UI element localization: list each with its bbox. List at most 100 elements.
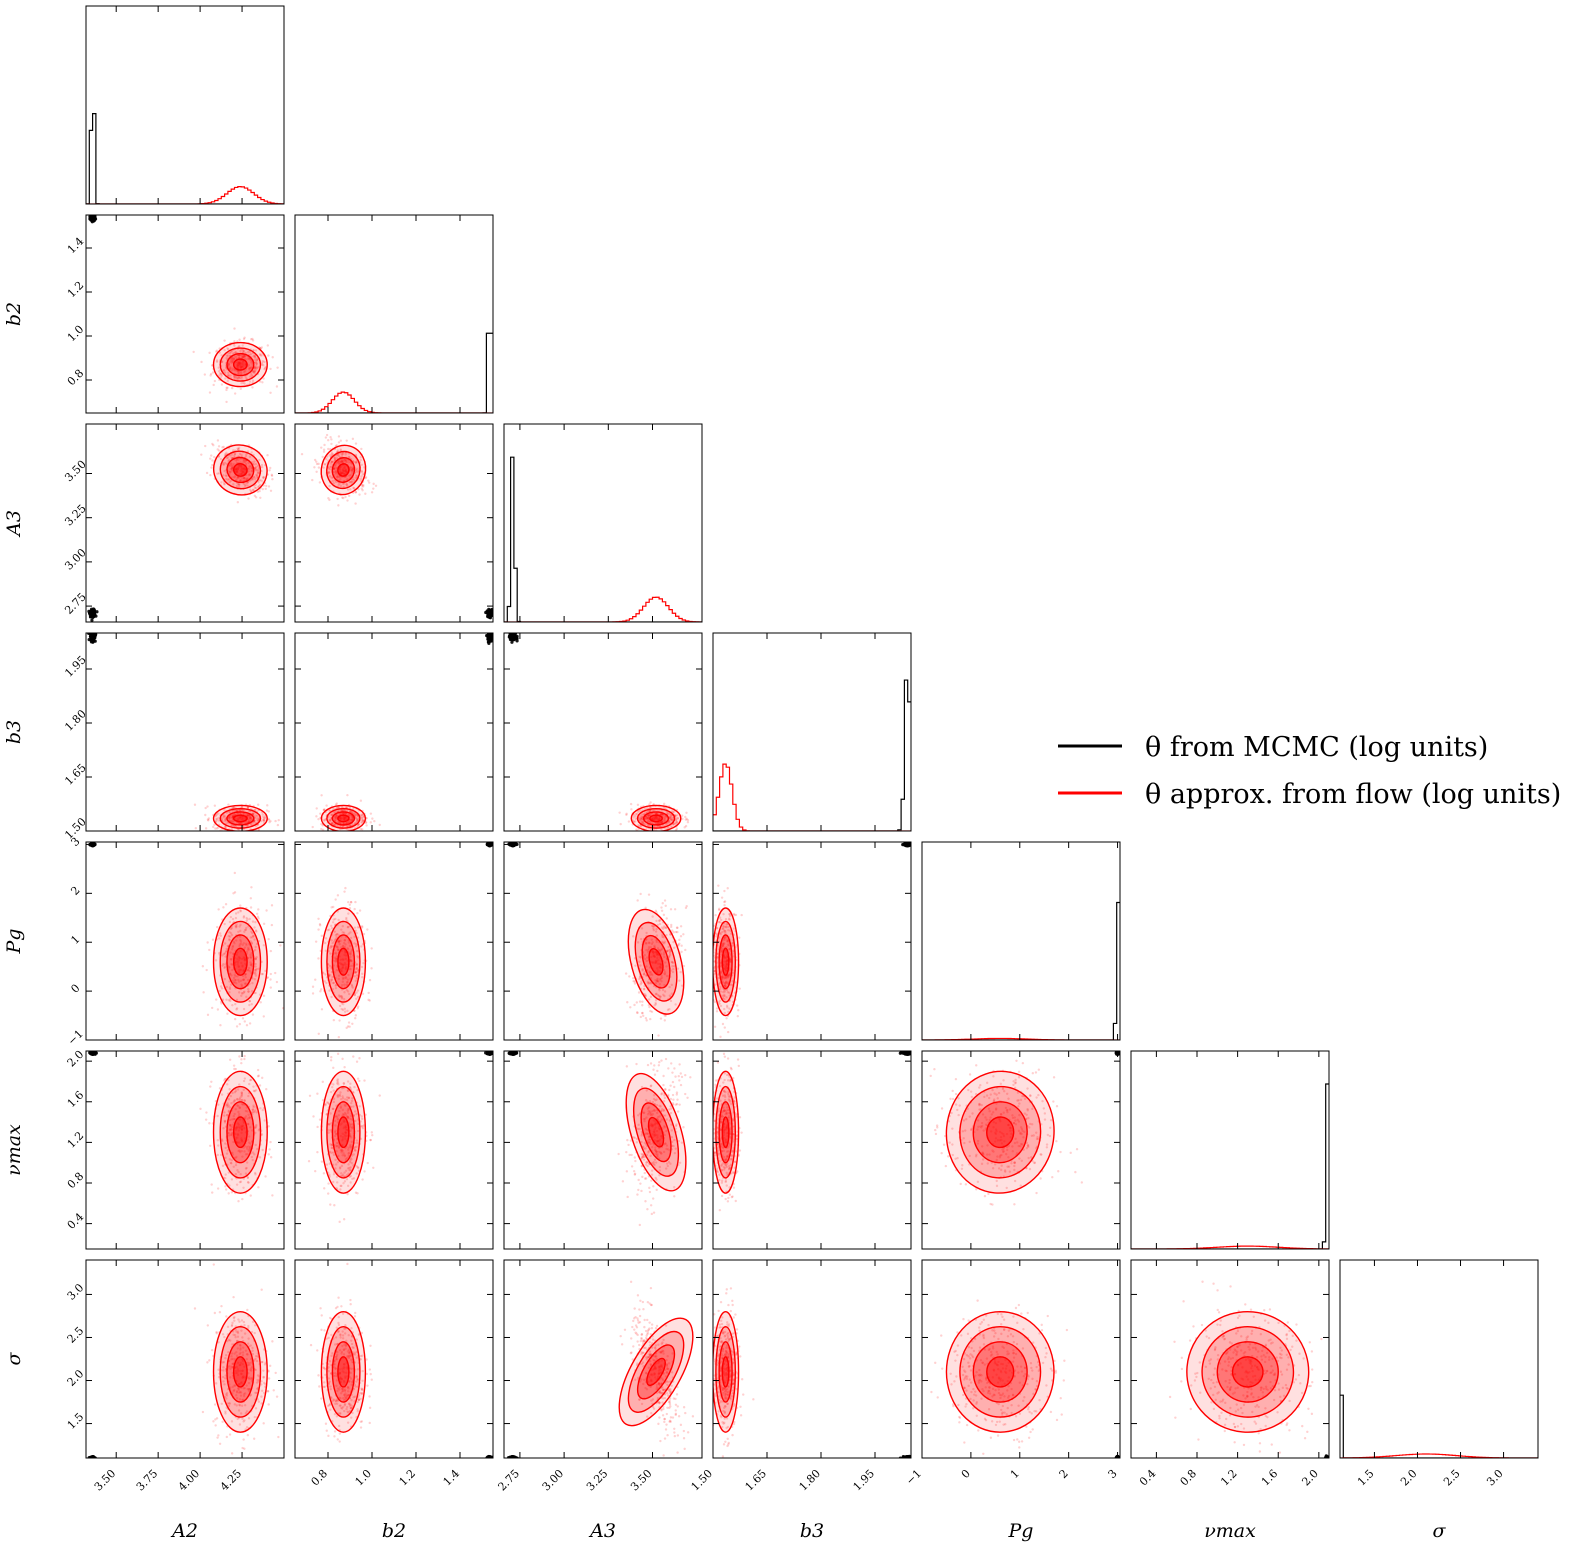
sample-point	[259, 380, 262, 383]
sample-point	[256, 490, 260, 493]
sample-point	[245, 950, 249, 953]
sample-point	[647, 893, 651, 896]
sample-point	[228, 938, 231, 941]
sample-point	[648, 973, 652, 977]
sample-point	[237, 817, 240, 821]
sample-point	[640, 980, 643, 983]
sample-point	[334, 472, 338, 475]
sample-point	[338, 812, 342, 816]
sample-point	[665, 974, 669, 978]
sample-point	[642, 812, 646, 816]
sample-point	[274, 971, 277, 975]
sample-point	[374, 484, 378, 487]
sample-point	[248, 473, 252, 477]
sample-point	[249, 956, 252, 959]
sample-point	[733, 913, 736, 917]
sample-point	[349, 936, 353, 940]
sample-point	[237, 818, 240, 821]
sample-point	[327, 467, 330, 470]
sample-point	[253, 354, 256, 357]
sample-point	[229, 462, 233, 465]
sample-point	[252, 934, 255, 938]
sample-point	[247, 470, 250, 473]
sample-point	[724, 982, 727, 985]
sample-point	[227, 999, 231, 1002]
sample-point	[229, 999, 232, 1003]
sample-point	[254, 369, 257, 372]
sample-point	[351, 816, 354, 820]
sample-point	[357, 469, 360, 473]
sample-point	[355, 469, 358, 472]
sample-point	[237, 980, 241, 983]
sample-point	[656, 969, 660, 972]
sample-point	[240, 994, 243, 997]
sample-point	[353, 907, 356, 911]
panel-content	[86, 113, 284, 204]
sample-point	[723, 889, 726, 893]
sample-point	[244, 483, 247, 486]
sample-point	[343, 472, 347, 475]
sample-point	[660, 976, 664, 979]
sample-point	[231, 948, 234, 951]
sample-point	[362, 815, 365, 818]
sample-point	[252, 488, 255, 492]
sample-point	[206, 805, 209, 808]
sample-point	[329, 974, 332, 977]
sample-point	[259, 1001, 262, 1004]
sample-point	[662, 837, 664, 839]
sample-point	[244, 354, 247, 358]
sample-point	[250, 930, 253, 933]
mcmc-blob	[509, 633, 517, 642]
panel-content	[709, 842, 911, 1039]
histogram-mcmc	[713, 679, 911, 831]
sample-point	[345, 470, 348, 474]
sample-point	[330, 438, 333, 441]
mcmc-blob	[89, 842, 96, 848]
sample-point	[361, 816, 364, 820]
sample-point	[325, 981, 328, 985]
sample-point	[320, 988, 323, 991]
sample-point	[253, 972, 256, 975]
sample-point	[320, 934, 324, 938]
sample-point	[225, 356, 228, 360]
sample-point	[639, 819, 642, 822]
sample-point	[340, 459, 344, 463]
sample-point	[245, 358, 248, 361]
sample-point	[633, 980, 636, 983]
sample-point	[230, 453, 233, 457]
sample-point	[669, 814, 673, 817]
sample-point	[240, 354, 244, 358]
sample-point	[250, 373, 253, 377]
sample-point	[342, 496, 345, 500]
sample-point	[239, 935, 242, 938]
sample-point	[342, 452, 345, 455]
sample-point	[223, 482, 226, 485]
sample-point	[230, 466, 233, 470]
sample-point	[249, 366, 252, 370]
sample-point	[658, 949, 661, 952]
sample-point	[709, 1008, 711, 1010]
sample-point	[670, 814, 673, 817]
sample-point	[658, 922, 662, 926]
sample-point	[354, 461, 358, 464]
sample-point	[646, 816, 649, 820]
sample-point	[343, 890, 346, 893]
sample-point	[335, 461, 338, 465]
sample-point	[339, 460, 343, 463]
sample-point	[340, 997, 344, 1000]
sample-point	[227, 459, 230, 463]
sample-point	[639, 937, 643, 941]
sample-point	[235, 923, 238, 926]
panel-frame	[294, 841, 494, 1041]
sample-point	[222, 952, 226, 956]
sample-point	[331, 460, 334, 464]
sample-point	[248, 455, 252, 459]
sample-point	[344, 459, 348, 462]
sample-point	[663, 942, 666, 945]
sample-point	[361, 992, 365, 995]
sample-point	[232, 464, 235, 467]
sample-point	[245, 995, 248, 999]
sample-point	[650, 924, 654, 928]
sample-point	[243, 930, 246, 933]
sample-point	[339, 816, 342, 819]
